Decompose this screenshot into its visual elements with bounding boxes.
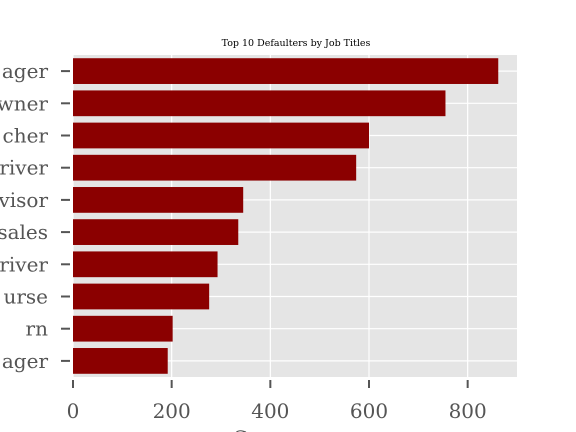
x-tick-label: 600 <box>350 399 388 423</box>
bar <box>73 58 499 84</box>
bar <box>73 187 244 213</box>
bar <box>73 90 446 117</box>
x-tick-label: 0 <box>67 399 80 423</box>
y-tick-label: sales <box>0 220 48 244</box>
x-axis: 0 200 400 600 800 <box>67 380 487 423</box>
bar <box>73 219 239 245</box>
y-tick-label: river <box>0 156 48 180</box>
chart-title: Top 10 Defaulters by Job Titles <box>222 38 371 49</box>
y-tick-label: river <box>0 252 48 276</box>
y-tick-label: ager <box>2 349 49 373</box>
x-tick-label: 400 <box>251 399 289 423</box>
x-tick-label: 200 <box>153 399 191 423</box>
bar <box>73 348 168 374</box>
y-tick-label: rn <box>26 317 49 341</box>
y-tick-label: visor <box>0 188 48 212</box>
y-tick-label: urse <box>3 285 48 309</box>
bar <box>73 251 218 278</box>
y-axis: ager wner cher river visor sales river urse rn ag… <box>0 59 70 373</box>
bar <box>73 283 210 310</box>
bar <box>73 315 173 342</box>
bar <box>73 122 369 149</box>
x-tick-label: 800 <box>449 399 487 423</box>
bar <box>73 154 357 181</box>
y-tick-label: cher <box>3 124 49 148</box>
y-tick-label: wner <box>0 91 48 115</box>
bars <box>73 58 499 374</box>
x-axis-label: C <box>232 426 247 432</box>
y-tick-label: ager <box>2 59 49 83</box>
